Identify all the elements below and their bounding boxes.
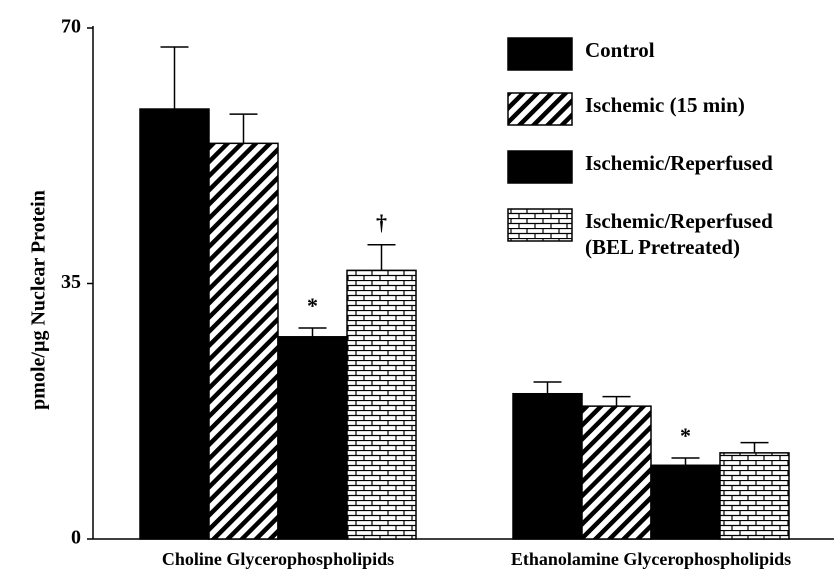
bar xyxy=(208,142,279,540)
x-tick-label: Ethanolamine Glycerophospholipids xyxy=(511,549,791,569)
legend-swatch-rect xyxy=(507,92,573,126)
legend-label: Ischemic/Reperfused (BEL Pretreated) xyxy=(585,209,773,259)
legend-item: Ischemic (15 min) xyxy=(507,92,810,126)
legend-item: Ischemic/Reperfused xyxy=(507,150,810,184)
legend-swatch xyxy=(507,150,573,184)
legend-swatch xyxy=(507,208,573,242)
legend-swatch xyxy=(507,92,573,126)
annotation: * xyxy=(680,423,691,448)
bar xyxy=(139,108,210,540)
y-axis-label: pmole/µg Nuclear Protein xyxy=(28,190,50,410)
annotation: † xyxy=(376,210,387,235)
y-tick-label: 35 xyxy=(61,271,81,293)
legend-label: Ischemic/Reperfused xyxy=(585,151,773,175)
bar xyxy=(650,464,721,540)
bar xyxy=(346,269,417,540)
annotation: * xyxy=(307,293,318,318)
legend-item: Control xyxy=(507,37,810,71)
legend-swatch-rect xyxy=(507,150,573,184)
y-tick-label: 0 xyxy=(71,527,81,549)
legend-label: Control xyxy=(585,38,655,62)
bar xyxy=(512,392,583,540)
legend-item: Ischemic/Reperfused (BEL Pretreated) xyxy=(507,208,810,260)
legend-swatch xyxy=(507,37,573,71)
x-tick-label: Choline Glycerophospholipids xyxy=(162,549,394,569)
bar xyxy=(277,336,348,540)
legend-swatch-rect xyxy=(507,37,573,71)
legend-label: Ischemic (15 min) xyxy=(585,93,745,117)
y-tick-label: 70 xyxy=(61,16,81,38)
bar xyxy=(719,452,790,540)
legend-swatch-rect xyxy=(507,208,573,242)
bar xyxy=(581,405,652,540)
